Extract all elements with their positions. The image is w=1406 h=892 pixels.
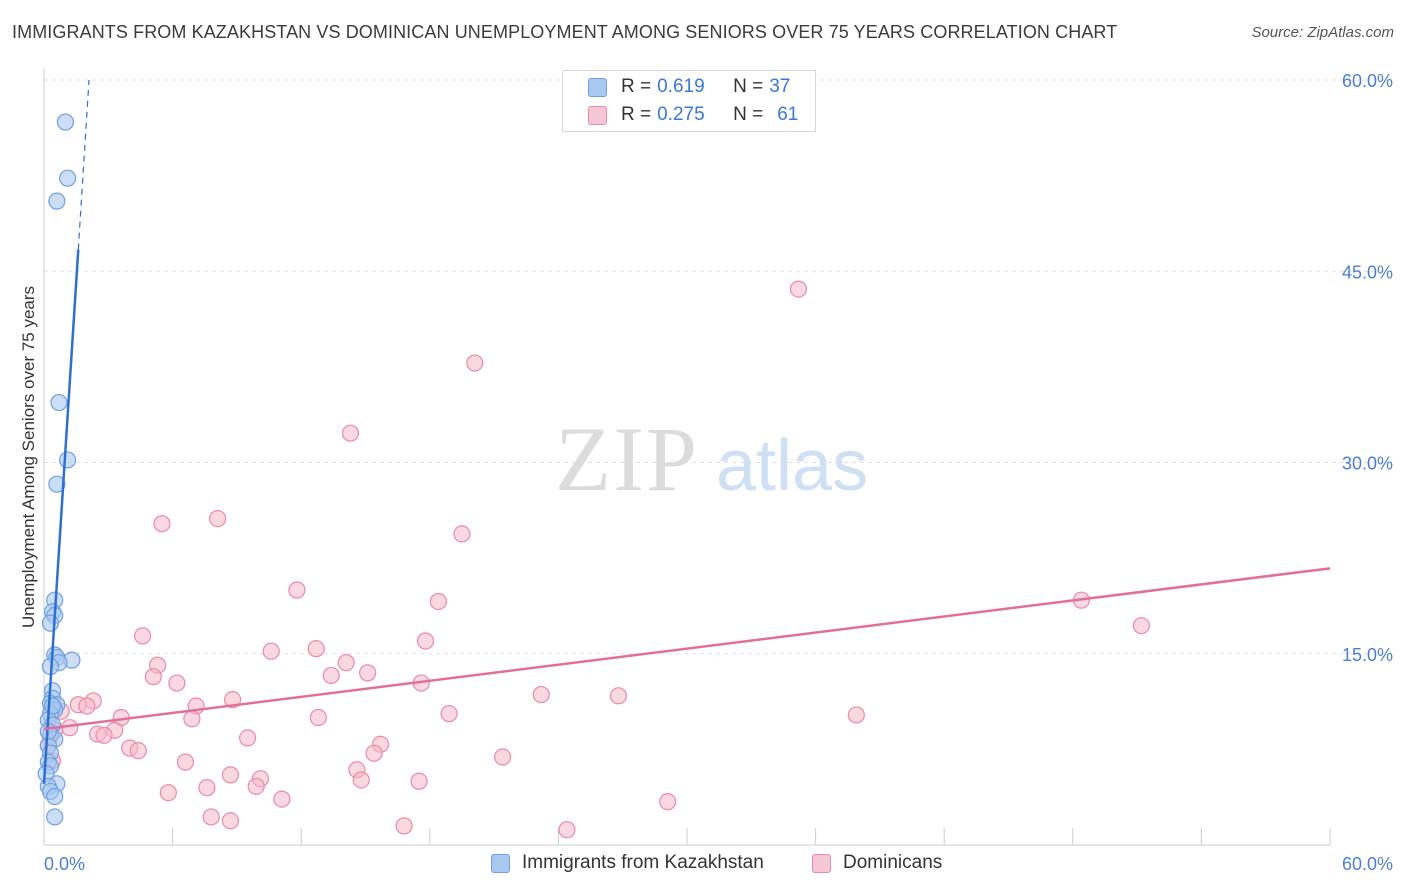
trend-line-dominicans [43,567,1331,731]
data-point-kazakhstan [46,787,64,806]
data-point-kazakhstan [48,475,66,493]
data-point-dominicans [466,354,484,372]
data-point-dominicans [307,640,325,658]
legend-n-value: 37 [769,76,791,97]
y-tick-label: 30.0% [1342,454,1393,474]
grid [44,79,1392,655]
bottom-legend-label: Dominicans [843,852,943,873]
data-point-kazakhstan [41,614,60,632]
y-tick-label: 45.0% [1342,262,1393,282]
data-point-dominicans [144,668,162,686]
data-point-dominicans [395,817,413,835]
bottom-legend: Immigrants from Kazakhstan Dominicans [0,852,1406,878]
data-point-dominicans [558,821,576,839]
data-point-dominicans [198,779,216,797]
data-point-kazakhstan [48,192,66,210]
data-point-dominicans [153,515,171,533]
data-point-dominicans [429,592,447,611]
data-point-dominicans [337,654,355,672]
bottom-legend-swatch-blue [491,853,510,873]
bottom-legend-kazakhstan: Immigrants from Kazakhstan [491,852,764,874]
y-tick-label: 60.0% [1342,71,1393,91]
data-point-dominicans [352,771,370,789]
chart-title: IMMIGRANTS FROM KAZAKHSTAN VS DOMINICAN … [12,22,1118,42]
tick-labels: 15.0% 30.0% 45.0% 60.0% 0.0% 60.0% [44,71,1393,874]
data-point-dominicans [133,627,152,645]
legend-n-label: N = [733,76,764,97]
data-point-kazakhstan [56,113,75,131]
data-point-dominicans [532,685,550,704]
data-point-dominicans [262,642,280,660]
y-tick-label: 15.0% [1342,645,1393,665]
data-point-dominicans [341,424,360,442]
watermark-zip: ZIP [555,408,699,510]
data-point-dominicans [322,666,340,685]
dominicans-points [39,280,1150,839]
data-point-kazakhstan [43,697,62,715]
trend-lines [42,79,1331,784]
legend-r-label: R = [621,104,652,125]
data-point-dominicans [410,772,428,790]
source-label: Source: ZipAtlas.com [1251,24,1394,41]
data-point-dominicans [176,753,195,771]
legend-box: R = 0.619 N = 37 R = 0.275 N = 61 [562,70,816,132]
data-point-dominicans [416,632,435,650]
data-point-dominicans [202,808,220,826]
bottom-legend-label: Immigrants from Kazakhstan [522,852,764,873]
data-point-kazakhstan [50,393,68,412]
data-point-dominicans [209,509,227,528]
data-point-dominicans [453,525,471,543]
trend-line-kazakhstan [42,249,80,784]
legend-n-label: N = [733,104,764,125]
data-point-dominicans [365,744,383,762]
data-point-kazakhstan [58,169,77,187]
data-point-dominicans [183,710,201,728]
data-point-dominicans [247,777,265,795]
legend-n-value: 61 [777,104,799,125]
legend-r-value: 0.619 [657,76,705,97]
data-point-dominicans [1132,617,1150,635]
legend-row-dominicans: R = 0.275 N = 61 [563,101,798,129]
legend-swatch-blue [588,77,607,97]
data-point-dominicans [847,706,865,724]
data-point-dominicans [309,708,327,727]
kazakhstan-points [37,113,81,826]
data-point-dominicans [494,748,512,766]
y-axis-label: Unemployment Among Seniors over 75 years [19,286,38,628]
data-point-dominicans [95,726,113,744]
x-tick-label: 0.0% [44,854,85,874]
x-tick-label: 60.0% [1342,854,1393,874]
data-point-dominicans [221,766,240,784]
bottom-legend-swatch-pink [812,853,831,873]
data-point-kazakhstan [58,451,77,469]
legend-r-value: 0.275 [657,104,705,125]
data-point-dominicans [609,687,628,705]
trend-line-kazakhstan-extension [77,79,90,250]
data-point-dominicans [789,280,808,298]
data-point-dominicans [221,812,240,830]
data-point-dominicans [288,581,306,599]
data-point-dominicans [659,793,677,811]
data-point-dominicans [239,729,257,747]
legend-r-label: R = [621,76,652,97]
data-point-dominicans [224,691,242,709]
watermark: ZIP atlas [555,408,868,510]
data-point-dominicans [129,742,147,760]
legend-row-kazakhstan: R = 0.619 N = 37 [563,73,790,101]
data-point-dominicans [273,790,291,808]
data-point-dominicans [168,674,186,692]
watermark-atlas: atlas [716,426,868,506]
data-point-dominicans [159,784,177,802]
legend-swatch-pink [588,105,607,125]
data-point-dominicans [440,705,458,723]
data-point-dominicans [78,697,96,715]
data-point-kazakhstan [46,808,64,826]
bottom-legend-dominicans: Dominicans [812,852,942,874]
data-point-dominicans [359,664,377,682]
